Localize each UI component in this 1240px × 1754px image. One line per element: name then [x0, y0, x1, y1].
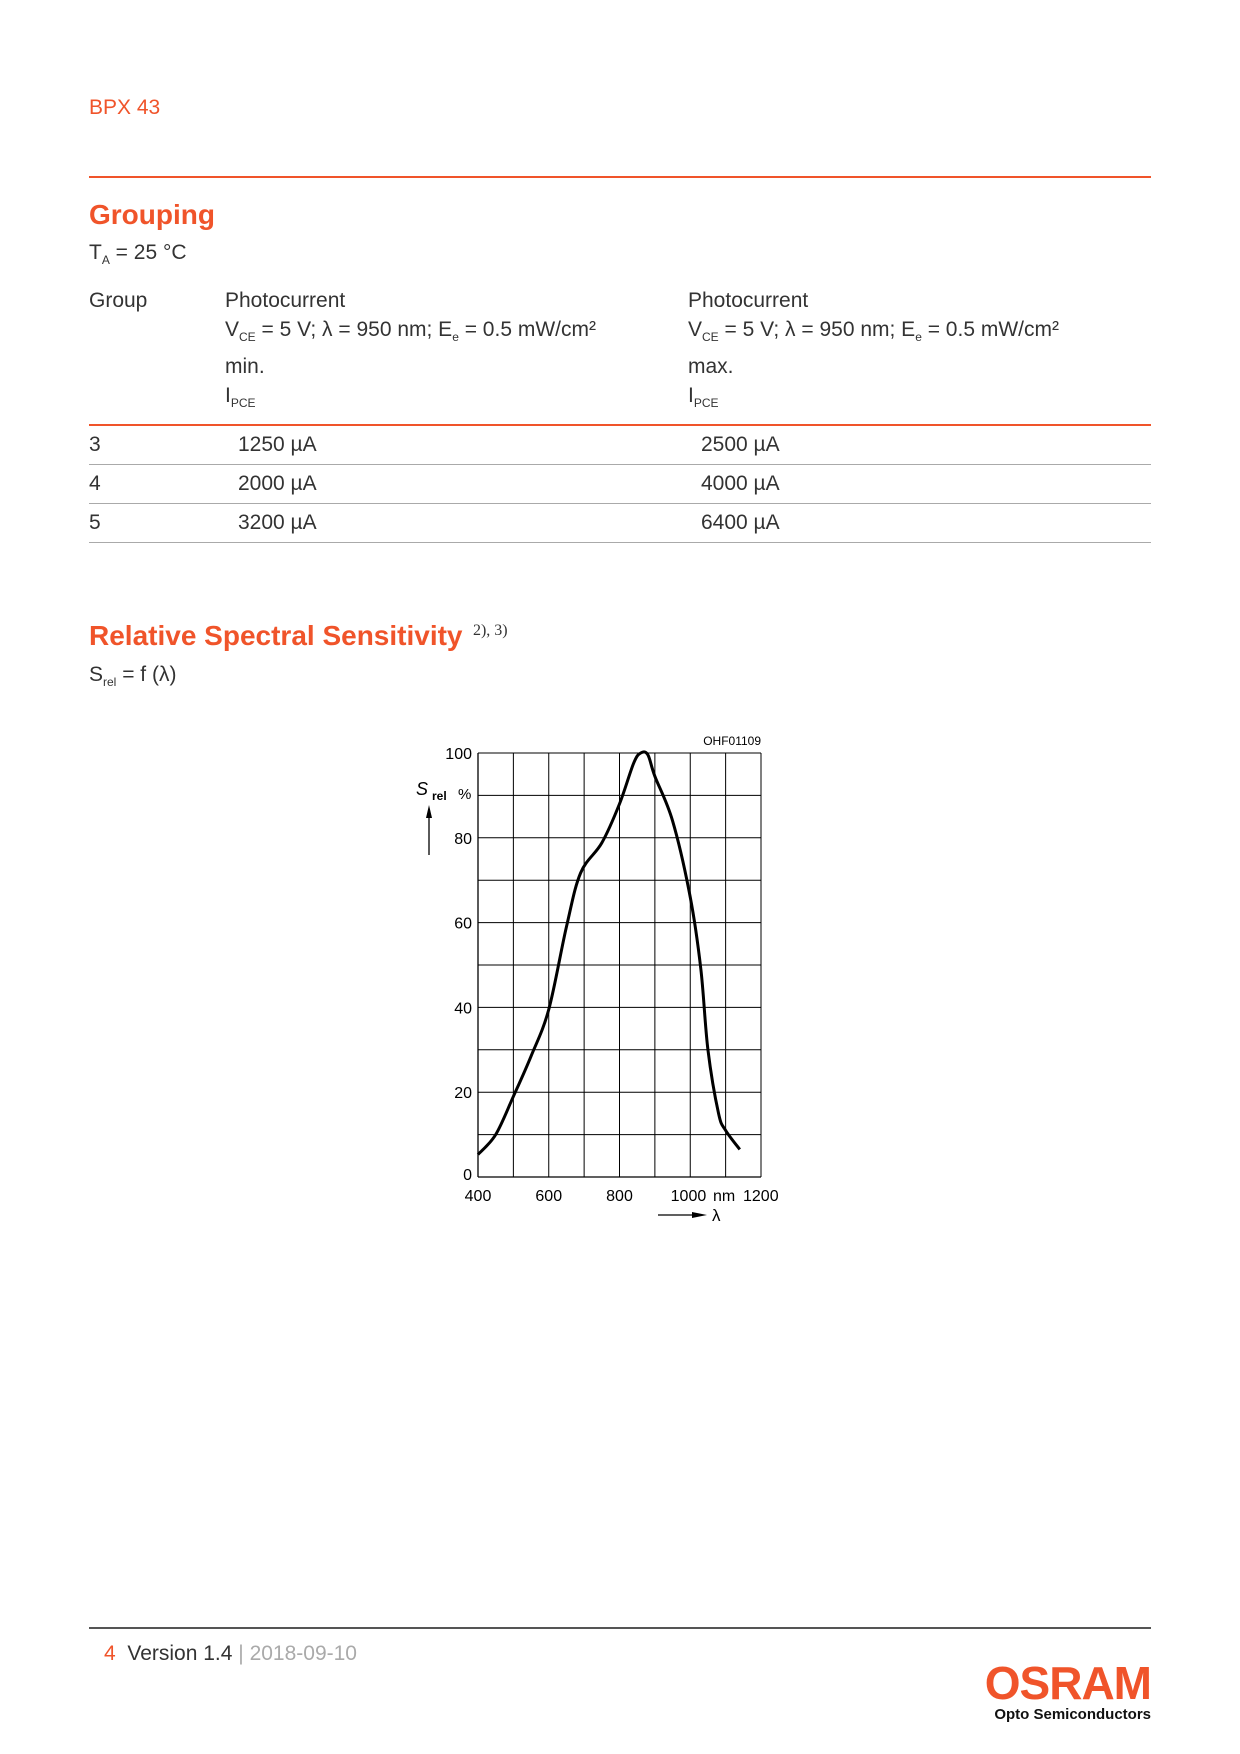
osram-logo: OSRAM Opto Semiconductors	[984, 1657, 1152, 1723]
x-axis-label: λ	[712, 1206, 721, 1225]
x-tick-label: 1200	[743, 1188, 779, 1205]
cell: 3200 µA	[225, 503, 688, 543]
footer-info: 4 Version 1.4 | 2018-09-10	[104, 1642, 357, 1665]
y-tick-label: 80	[454, 831, 472, 848]
cell: 2500 µA	[688, 425, 1151, 465]
sensitivity-curve	[476, 750, 741, 1156]
y-tick-label: 20	[454, 1085, 472, 1102]
chart-grid	[477, 752, 762, 1178]
table-header: Group Photocurrent VCE = 5 V; λ = 950 nm;…	[89, 286, 1151, 426]
y-tick-label: 40	[454, 1000, 472, 1017]
x-axis-unit: nm	[713, 1188, 735, 1205]
col-min: Photocurrent VCE = 5 V; λ = 950 nm; Ee = …	[225, 286, 688, 426]
spectral-heading: Relative Spectral Sensitivity 2), 3)	[89, 620, 508, 652]
table-row: 5 3200 µA 6400 µA	[89, 503, 1151, 543]
date: 2018-09-10	[249, 1642, 357, 1665]
spectral-title: Relative Spectral Sensitivity	[89, 620, 463, 651]
cell: 1250 µA	[225, 425, 688, 465]
table-row: 4 2000 µA 4000 µA	[89, 464, 1151, 504]
y-tick-label: 100	[445, 746, 472, 763]
y-arrow-icon	[426, 805, 432, 818]
cell: 4	[89, 464, 225, 504]
table-row: 3 1250 µA 2500 µA	[89, 425, 1151, 465]
footer-rule	[89, 1627, 1151, 1629]
grouping-condition: TA = 25 °C	[89, 241, 187, 267]
y-tick-label: 0	[463, 1167, 472, 1184]
grouping-title: Grouping	[89, 199, 215, 230]
y-axis-label: S	[416, 779, 428, 799]
y-axis-unit: %	[458, 786, 471, 803]
y-axis-label-sub: rel	[432, 789, 447, 803]
product-name: BPX 43	[89, 96, 161, 119]
x-tick-label: 600	[535, 1188, 562, 1205]
page-number: 4	[104, 1642, 116, 1665]
y-tick-label: 60	[454, 916, 472, 933]
spectral-function: Srel = f (λ)	[89, 663, 177, 689]
footnote-refs: 2), 3)	[472, 622, 508, 639]
cell: 2000 µA	[225, 464, 688, 504]
grouping-table: Group Photocurrent VCE = 5 V; λ = 950 nm;…	[89, 286, 1151, 543]
cell: 4000 µA	[688, 464, 1151, 504]
col-max: Photocurrent VCE = 5 V; λ = 950 nm; Ee = …	[688, 286, 1151, 426]
cell: 3	[89, 425, 225, 465]
header-rule	[89, 176, 1151, 178]
x-tick-label: 1000	[671, 1188, 707, 1205]
x-tick-label: 800	[606, 1188, 633, 1205]
version: Version 1.4	[127, 1642, 233, 1665]
x-tick-label: 400	[465, 1188, 492, 1205]
cell: 5	[89, 503, 225, 543]
x-arrow-icon	[692, 1212, 707, 1218]
cell: 6400 µA	[688, 503, 1151, 543]
col-group: Group	[89, 286, 225, 426]
chart-code: OHF01109	[703, 734, 761, 748]
